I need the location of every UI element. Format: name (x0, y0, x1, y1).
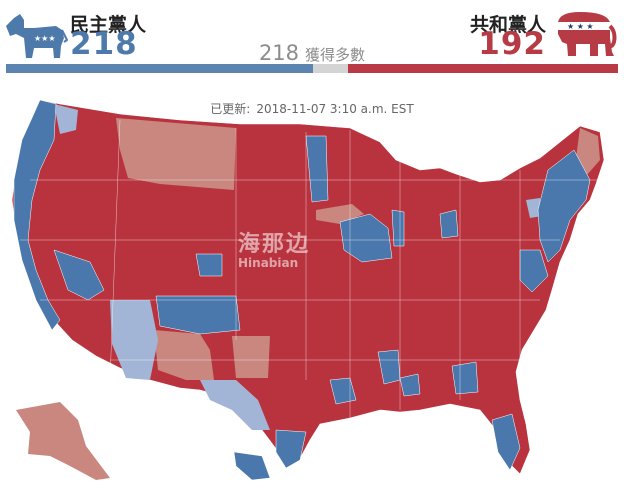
region-montana[interactable] (116, 118, 236, 190)
seat-bar-undecided (312, 64, 348, 73)
region-florida-part[interactable] (491, 413, 521, 471)
updated-timestamp: 已更新: 2018-11-07 3:10 a.m. EST (0, 100, 624, 117)
region-alaska[interactable] (16, 402, 110, 480)
svg-text:★ ★ ★: ★ ★ ★ (567, 22, 594, 31)
region-pacific-coast[interactable] (13, 99, 61, 331)
elephant-icon: ★ ★ ★ (558, 12, 617, 56)
region-michigan-part[interactable] (439, 209, 459, 239)
region-washington-part[interactable] (54, 104, 78, 134)
region-northeast[interactable] (537, 149, 591, 263)
results-header: ★★★ 民主黨人 218 218 獲得多數 共和黨人 192 ★ ★ ★ (0, 0, 624, 80)
updated-label: 已更新: (210, 102, 251, 116)
svg-text:★★★: ★★★ (34, 34, 56, 43)
democrat-seat-count: 218 (70, 26, 138, 62)
republican-seat-count: 192 (478, 26, 546, 62)
region-arizona-south[interactable] (110, 300, 158, 380)
district-boundaries (20, 119, 600, 420)
us-house-district-map[interactable] (0, 95, 624, 493)
region-georgia-part[interactable] (451, 361, 479, 395)
seat-bar-democrat (6, 64, 313, 73)
region-nevada-part[interactable] (53, 249, 105, 301)
region-colorado-part[interactable] (195, 253, 223, 277)
region-arizona-north[interactable] (154, 330, 214, 380)
region-texas-west[interactable] (200, 380, 270, 430)
seat-bar-republican (347, 64, 618, 73)
updated-time: 2018-11-07 3:10 a.m. EST (256, 102, 414, 116)
region-chicago[interactable] (391, 209, 405, 247)
region-maine[interactable] (576, 128, 600, 176)
region-texas-south[interactable] (275, 429, 307, 469)
region-hawaii[interactable] (233, 451, 271, 481)
region-new-mexico-south[interactable] (232, 336, 270, 378)
majority-number: 218 (258, 41, 300, 65)
region-southwest-part[interactable] (155, 295, 241, 335)
majority-label: 獲得多數 (305, 46, 366, 64)
dem-regions (13, 99, 591, 481)
majority-threshold: 218 獲得多數 (0, 41, 624, 65)
region-southeast-part[interactable] (399, 373, 421, 397)
donkey-icon: ★★★ (6, 14, 68, 58)
democrat-party-name: 民主黨人 (70, 14, 147, 36)
seat-progress-bar (6, 64, 618, 73)
region-upper-midwest[interactable] (339, 213, 393, 263)
republican-party-name: 共和黨人 (469, 14, 546, 36)
region-texas-central[interactable] (329, 377, 357, 405)
